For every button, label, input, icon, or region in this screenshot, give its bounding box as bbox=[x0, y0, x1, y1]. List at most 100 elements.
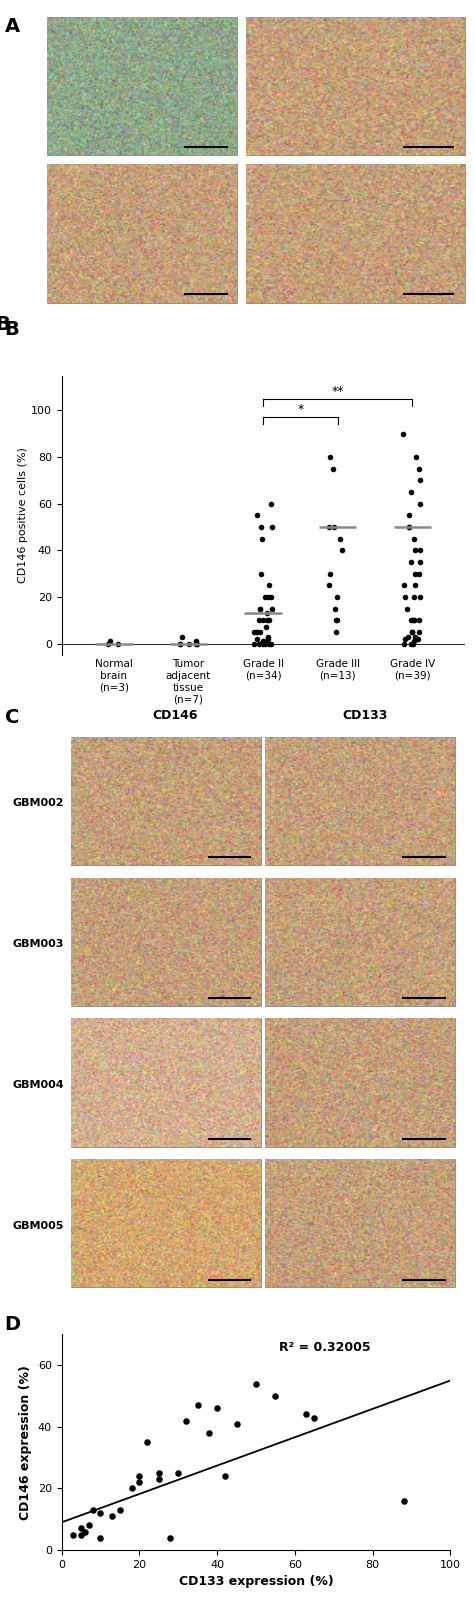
Point bbox=[264, 623, 272, 649]
Point bbox=[403, 596, 411, 622]
Point bbox=[411, 561, 419, 586]
Point bbox=[178, 623, 186, 649]
Point bbox=[77, 1521, 85, 1547]
Point bbox=[262, 585, 269, 610]
Text: GBM002: GBM002 bbox=[12, 797, 64, 809]
Point bbox=[89, 1497, 97, 1523]
Point bbox=[337, 526, 344, 551]
Point bbox=[85, 1513, 92, 1539]
Point bbox=[272, 1384, 279, 1409]
Point bbox=[258, 526, 266, 551]
Point bbox=[109, 1504, 116, 1529]
Point bbox=[167, 1524, 174, 1550]
Point bbox=[400, 1488, 408, 1513]
Point bbox=[176, 631, 184, 657]
Point bbox=[213, 1395, 221, 1421]
Point bbox=[255, 607, 263, 633]
Point bbox=[128, 1475, 136, 1501]
Point bbox=[338, 537, 346, 562]
Point bbox=[326, 515, 333, 540]
Text: D: D bbox=[5, 1315, 21, 1334]
Text: **: ** bbox=[331, 385, 344, 398]
Point bbox=[332, 596, 339, 622]
Point bbox=[400, 572, 408, 598]
Point bbox=[416, 550, 424, 575]
Point bbox=[333, 607, 341, 633]
Point bbox=[252, 1371, 260, 1397]
Point bbox=[116, 1497, 124, 1523]
Point bbox=[267, 631, 275, 657]
Point bbox=[259, 628, 266, 654]
Point bbox=[333, 585, 341, 610]
Point bbox=[410, 526, 418, 551]
Point bbox=[401, 585, 409, 610]
Text: GBM003: GBM003 bbox=[12, 940, 64, 949]
Point bbox=[415, 455, 422, 481]
Point bbox=[77, 1515, 85, 1540]
Point bbox=[136, 1470, 143, 1496]
Point bbox=[265, 572, 273, 598]
Point bbox=[329, 455, 337, 481]
Text: A: A bbox=[5, 18, 20, 37]
Point bbox=[400, 420, 407, 446]
Point bbox=[268, 515, 276, 540]
Point bbox=[407, 631, 415, 657]
Point bbox=[408, 550, 415, 575]
Point bbox=[104, 631, 111, 657]
Point bbox=[255, 631, 263, 657]
Point bbox=[262, 615, 270, 641]
Point bbox=[106, 628, 113, 654]
Point bbox=[257, 515, 265, 540]
Point bbox=[333, 607, 340, 633]
Point bbox=[250, 631, 258, 657]
Point bbox=[415, 561, 423, 586]
Point bbox=[405, 503, 412, 529]
Point bbox=[417, 585, 424, 610]
Text: CD133: CD133 bbox=[342, 710, 388, 722]
Point bbox=[233, 1411, 240, 1437]
Point bbox=[326, 444, 334, 470]
Point bbox=[408, 607, 415, 633]
Point bbox=[143, 1429, 151, 1454]
Point bbox=[410, 607, 418, 633]
Point bbox=[221, 1464, 228, 1489]
Text: *: * bbox=[297, 403, 303, 417]
Point bbox=[416, 618, 423, 644]
Point bbox=[410, 628, 418, 654]
Point bbox=[114, 631, 122, 657]
Point bbox=[411, 623, 419, 649]
Point bbox=[257, 561, 265, 586]
Y-axis label: CD146 expression (%): CD146 expression (%) bbox=[19, 1365, 32, 1520]
Point bbox=[411, 537, 419, 562]
Point bbox=[256, 618, 264, 644]
Point bbox=[268, 596, 275, 622]
Point bbox=[401, 631, 408, 657]
Point bbox=[192, 628, 200, 654]
Point bbox=[265, 607, 273, 633]
Point bbox=[405, 515, 413, 540]
Point bbox=[253, 618, 260, 644]
Point bbox=[81, 1518, 89, 1544]
Point bbox=[409, 631, 417, 657]
Text: R² = 0.32005: R² = 0.32005 bbox=[279, 1341, 371, 1354]
Point bbox=[260, 628, 268, 654]
Point bbox=[405, 515, 413, 540]
Point bbox=[415, 607, 423, 633]
Point bbox=[310, 1405, 318, 1430]
X-axis label: CD133 expression (%): CD133 expression (%) bbox=[179, 1576, 333, 1588]
Point bbox=[253, 618, 260, 644]
Point bbox=[330, 515, 338, 540]
Point bbox=[417, 491, 424, 516]
Point bbox=[70, 1521, 77, 1547]
Point bbox=[417, 468, 424, 494]
Y-axis label: CD146 positive cells (%): CD146 positive cells (%) bbox=[18, 447, 28, 583]
Point bbox=[303, 1401, 310, 1427]
Point bbox=[407, 479, 414, 505]
Text: CD146: CD146 bbox=[153, 710, 198, 722]
Point bbox=[174, 1461, 182, 1486]
Point bbox=[256, 596, 264, 622]
Text: GBM004: GBM004 bbox=[12, 1080, 64, 1090]
Point bbox=[254, 503, 261, 529]
Text: GBM005: GBM005 bbox=[12, 1221, 64, 1230]
Point bbox=[185, 631, 193, 657]
